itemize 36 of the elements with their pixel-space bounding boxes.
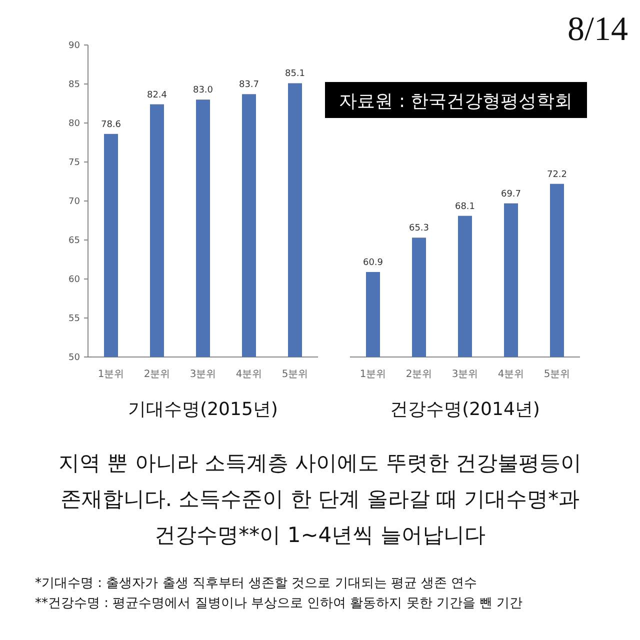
data-label: 72.2 [546,170,568,180]
data-label: 85.1 [284,69,306,80]
annotation: 자료원 : 한국건강형평성학회 [339,91,573,112]
y-tick-label: 75 [68,158,80,168]
x-tick-label: 1분위 [98,369,124,380]
data-label: 83.0 [192,86,214,96]
text: **건강수명 : 평균수명에서 질병이나 부상으로 인하여 활동하지 못한 기간을 뺀 기간 [35,596,523,611]
data-label: 82.4 [146,90,168,100]
y-tick-label: 50 [68,353,80,363]
x-axis-title: 건강수명(2014년) [390,399,540,420]
data-label: 69.7 [500,189,522,200]
x-tick-label: 4분위 [498,369,524,380]
text: *기대수명 : 출생자가 출생 직후부터 생존할 것으로 기대되는 평균 생존 연수 [35,576,478,591]
annotation: 8/14 [568,11,628,48]
x-tick-label: 4분위 [236,369,262,380]
y-tick-label: 60 [68,275,80,285]
x-tick-label: 3분위 [452,369,478,380]
y-tick-label: 70 [68,197,80,207]
x-axis-title: 기대수명(2015년) [128,399,278,420]
y-tick-label: 80 [68,119,80,129]
data-label: 65.3 [408,224,430,234]
data-label: 78.6 [100,120,122,130]
data-label: 60.9 [362,258,384,268]
x-tick-label: 5분위 [282,369,308,380]
y-tick-label: 85 [68,80,80,90]
y-tick-label: 55 [68,314,80,324]
x-tick-label: 2분위 [406,369,432,380]
y-tick-label: 90 [68,41,80,51]
x-tick-label: 5분위 [544,369,570,380]
y-tick-label: 65 [68,236,80,246]
data-label: 68.1 [454,202,476,212]
text: 지역 뿐 아니라 소득계층 사이에도 뚜렷한 건강불평등이 존재합니다. 소득수준이 한 단계 올라갈 때 기대수명*과 건강수명**이 1~4년씩 늘어납니다 [58,451,582,547]
x-tick-label: 3분위 [190,369,216,380]
data-label: 83.7 [238,80,260,90]
x-tick-label: 2분위 [144,369,170,380]
x-tick-label: 1분위 [360,369,386,380]
